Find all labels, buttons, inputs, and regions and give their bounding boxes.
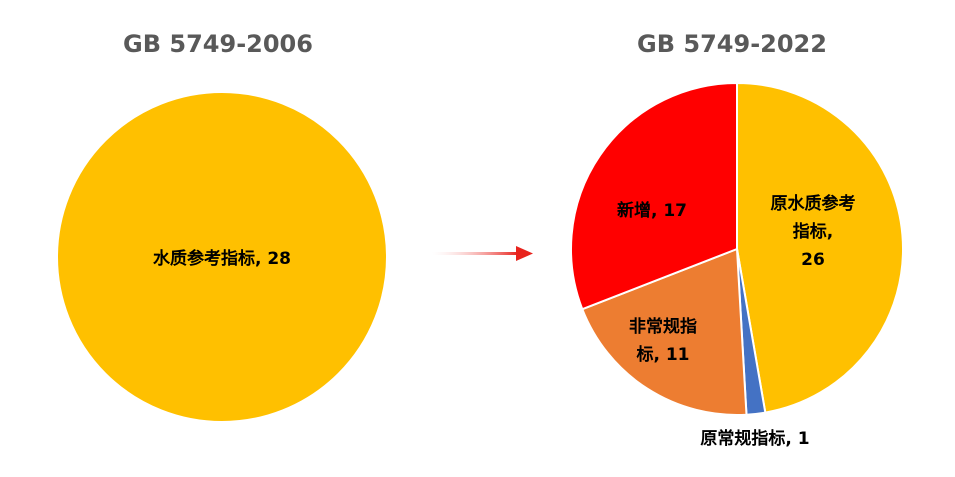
data-label-1-1: 原常规指标, 1 <box>700 428 809 449</box>
pie-slice-1-3 <box>570 81 738 311</box>
data-label-0-0: 水质参考指标, 28 <box>153 248 291 269</box>
chart-title-2006: GB 5749-2006 <box>123 30 313 58</box>
pie-slice-1-0 <box>736 81 904 414</box>
right-arrow-icon <box>432 246 533 261</box>
data-label-1-3: 新增, 17 <box>617 200 687 221</box>
chart-title-2022: GB 5749-2022 <box>637 30 827 58</box>
pie-chart-2022: 原水质参考指标, 26 原常规指标, 1 非常规指标, 11 新增, 17 <box>570 81 904 449</box>
pie-slice-0-0 <box>56 91 388 423</box>
pie-chart-2006: 水质参考指标, 28 <box>56 91 388 423</box>
pie-slice-1-2 <box>581 247 748 416</box>
data-label-1-2: 非常规指标, 11 <box>629 316 697 365</box>
data-label-1-0: 原水质参考指标, 26 <box>771 193 856 270</box>
